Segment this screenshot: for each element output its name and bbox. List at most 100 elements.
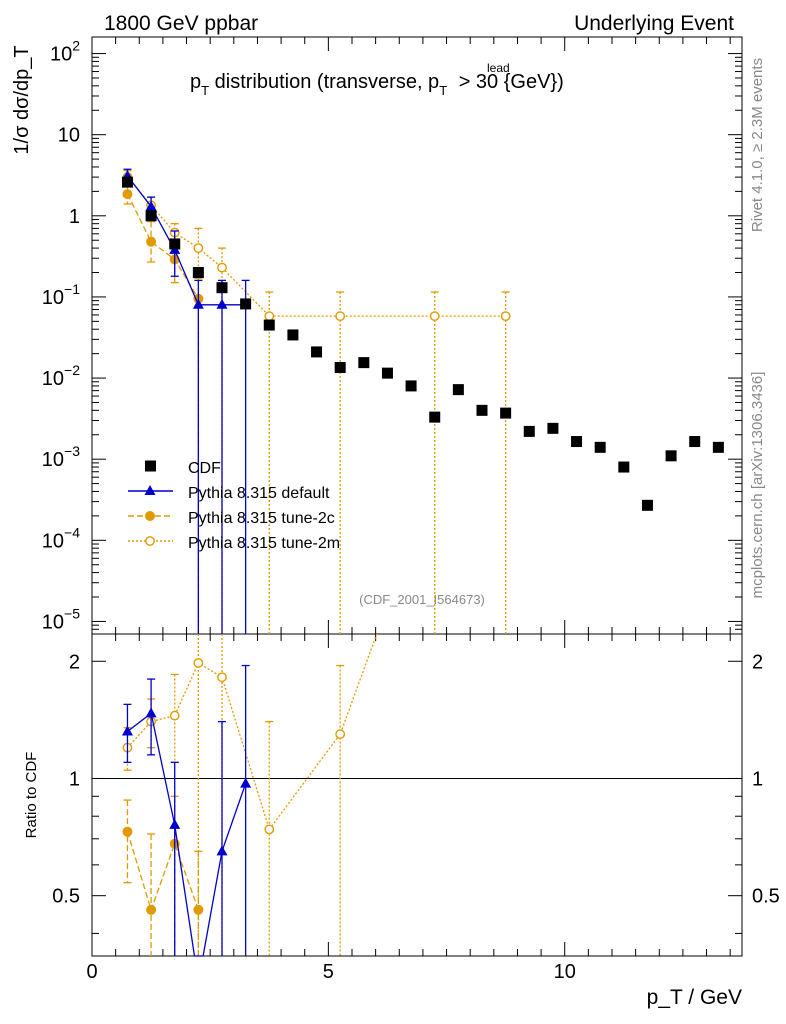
tune2m-point-main bbox=[500, 311, 511, 322]
plot-title-mid: distribution (transverse, p bbox=[209, 71, 439, 93]
y-tick-label-main: 10−3 bbox=[42, 443, 80, 471]
legend-label: Pythia 8.315 tune-2m bbox=[188, 535, 340, 552]
y-tick-label-ratio-right: 0.5 bbox=[752, 886, 780, 908]
y-axis-label-main: 1/σ dσ/dp_T bbox=[11, 45, 33, 154]
plot-title-post: > 30 {GeV}) bbox=[453, 71, 564, 93]
cdf-point bbox=[500, 407, 512, 419]
header-right: Underlying Event bbox=[574, 12, 734, 35]
cdf-point bbox=[689, 436, 701, 448]
plot-title-sub1: T bbox=[201, 83, 209, 98]
cdf-point bbox=[547, 422, 559, 434]
tune2m-point-main bbox=[217, 262, 227, 273]
y-tick-base: 10 bbox=[50, 44, 72, 66]
cdf-point bbox=[192, 267, 204, 279]
x-tick-label: 0 bbox=[86, 961, 97, 983]
y-tick-label-ratio-right: 2 bbox=[752, 651, 763, 673]
legend-label: CDF bbox=[188, 460, 221, 477]
plot-title-sub2: T bbox=[439, 83, 447, 98]
y-tick-label-main: 102 bbox=[50, 38, 80, 66]
cdf-point bbox=[381, 367, 393, 379]
cdf-point bbox=[452, 384, 464, 396]
header-left: 1800 GeV ppbar bbox=[104, 12, 258, 35]
default-point-ratio bbox=[145, 707, 157, 718]
ticks-layer bbox=[91, 37, 742, 956]
cdf-point bbox=[287, 329, 299, 341]
default-line-main bbox=[126, 175, 246, 306]
legend-label: Pythia 8.315 default bbox=[188, 485, 330, 502]
cdf-point bbox=[240, 298, 252, 310]
default-point-main bbox=[192, 298, 204, 309]
tune2c-line-ratio bbox=[126, 831, 200, 912]
tune2m-point-ratio bbox=[335, 729, 346, 740]
y-tick-label-ratio-right: 1 bbox=[752, 768, 763, 790]
tune2m-point-main bbox=[429, 311, 440, 322]
tune2c-line-main bbox=[126, 193, 199, 300]
x-tick-label: 5 bbox=[323, 961, 334, 983]
tune2c-point-main bbox=[146, 236, 157, 247]
y-tick-exponent: −2 bbox=[64, 362, 80, 378]
mcplots-label: mcplots.cern.ch [arXiv:1306.3436] bbox=[749, 372, 766, 599]
x-axis-label: p_T / GeV bbox=[647, 986, 742, 1009]
y-tick-label-main: 10−2 bbox=[42, 362, 80, 390]
legend-default-marker bbox=[144, 485, 156, 495]
ratio-panel-frame bbox=[91, 633, 743, 957]
plot-title-pre: p bbox=[190, 71, 201, 93]
cdf-point bbox=[476, 404, 488, 416]
tune2m-point-main bbox=[193, 243, 204, 253]
y-tick-label-main: 10 bbox=[58, 125, 80, 147]
cdf-point bbox=[358, 357, 370, 369]
y-tick-exponent: −3 bbox=[64, 443, 80, 459]
y-tick-base: 10 bbox=[42, 449, 64, 471]
default-point-ratio bbox=[169, 818, 181, 829]
cdf-point bbox=[311, 346, 323, 358]
plot-title-sup: lead bbox=[487, 61, 510, 75]
x-tick-label: 10 bbox=[554, 961, 576, 983]
y-tick-label-ratio-left: 2 bbox=[69, 651, 80, 673]
y-tick-label-main: 10−5 bbox=[42, 605, 80, 633]
legend-tune2c-marker bbox=[145, 511, 155, 521]
default-point-ratio bbox=[216, 845, 228, 856]
tune2m-point-ratio bbox=[193, 658, 204, 668]
default-point-ratio bbox=[121, 725, 133, 736]
y-tick-label-ratio-left: 1 bbox=[69, 768, 80, 790]
cdf-point bbox=[169, 238, 181, 250]
analysis-id: (CDF_2001_I564673) bbox=[359, 592, 485, 607]
y-axis-label-ratio: Ratio to CDF bbox=[23, 752, 40, 839]
cdf-point bbox=[665, 450, 677, 462]
tune2m-point-ratio bbox=[217, 672, 227, 683]
y-tick-exponent: −4 bbox=[64, 524, 80, 540]
marks-layer bbox=[92, 168, 742, 957]
cdf-point bbox=[121, 176, 133, 188]
default-point-ratio bbox=[240, 777, 252, 788]
tune2m-point-main bbox=[335, 311, 346, 322]
tune2m-line-main bbox=[127, 176, 506, 317]
legend: CDF Pythia 8.315 default Pythia 8.315 tune… bbox=[128, 460, 340, 552]
y-tick-label-ratio-left: 0.5 bbox=[52, 886, 80, 908]
cdf-point bbox=[712, 441, 724, 453]
tune2m-point-main bbox=[264, 311, 275, 322]
tune2c-point-main bbox=[122, 189, 133, 200]
y-tick-label-main: 10−4 bbox=[42, 524, 80, 552]
tune2c-point-ratio bbox=[146, 904, 157, 915]
legend-cdf-marker bbox=[145, 460, 156, 472]
legend-tune2m-marker bbox=[145, 536, 155, 546]
y-tick-base: 10 bbox=[42, 368, 64, 390]
default-point-main bbox=[216, 298, 228, 309]
y-axis-label-main-text: 1/σ dσ/dp_T bbox=[11, 45, 33, 154]
y-tick-label-main: 1 bbox=[69, 206, 80, 228]
tune2c-point-ratio bbox=[122, 826, 133, 837]
rivet-label: Rivet 4.1.0, ≥ 2.3M events bbox=[749, 58, 766, 232]
default-line-ratio bbox=[127, 712, 247, 956]
cdf-point bbox=[594, 441, 606, 453]
cdf-point bbox=[405, 380, 417, 392]
cdf-point bbox=[618, 461, 630, 473]
default-point-main bbox=[145, 200, 157, 211]
legend-label: Pythia 8.315 tune-2c bbox=[188, 510, 335, 527]
cdf-point bbox=[263, 319, 275, 331]
cdf-point bbox=[641, 499, 653, 511]
cdf-point bbox=[216, 282, 228, 294]
cdf-point bbox=[334, 361, 346, 373]
y-tick-base: 10 bbox=[42, 530, 64, 552]
tune2m-point-ratio bbox=[169, 710, 180, 721]
